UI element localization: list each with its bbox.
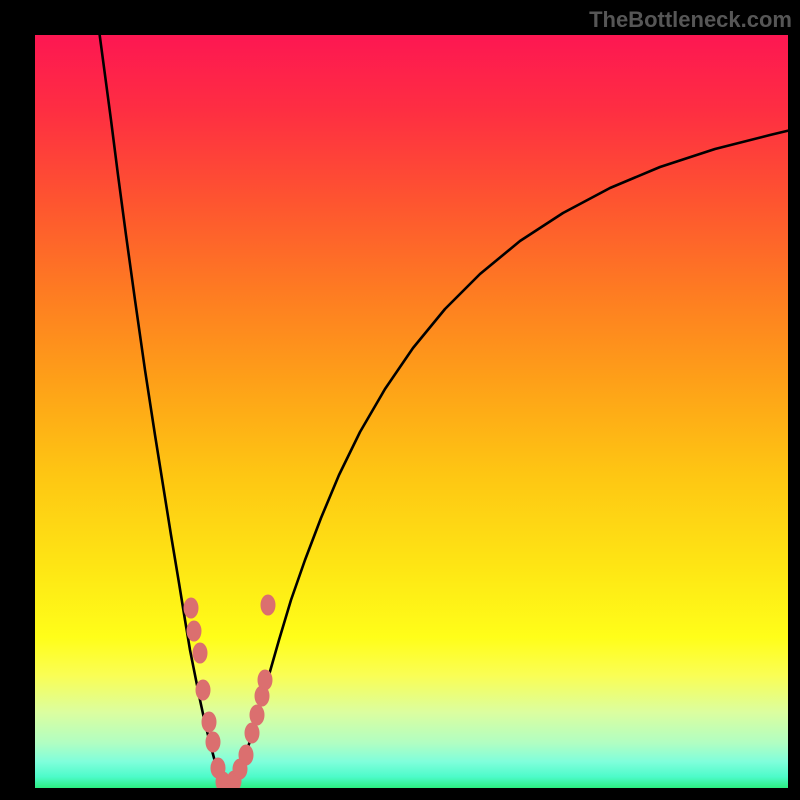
chart-outer-frame: TheBottleneck.com	[0, 0, 800, 800]
chart-gradient-background	[35, 35, 788, 788]
chart-plot-area	[35, 35, 788, 788]
watermark-text: TheBottleneck.com	[589, 7, 792, 33]
